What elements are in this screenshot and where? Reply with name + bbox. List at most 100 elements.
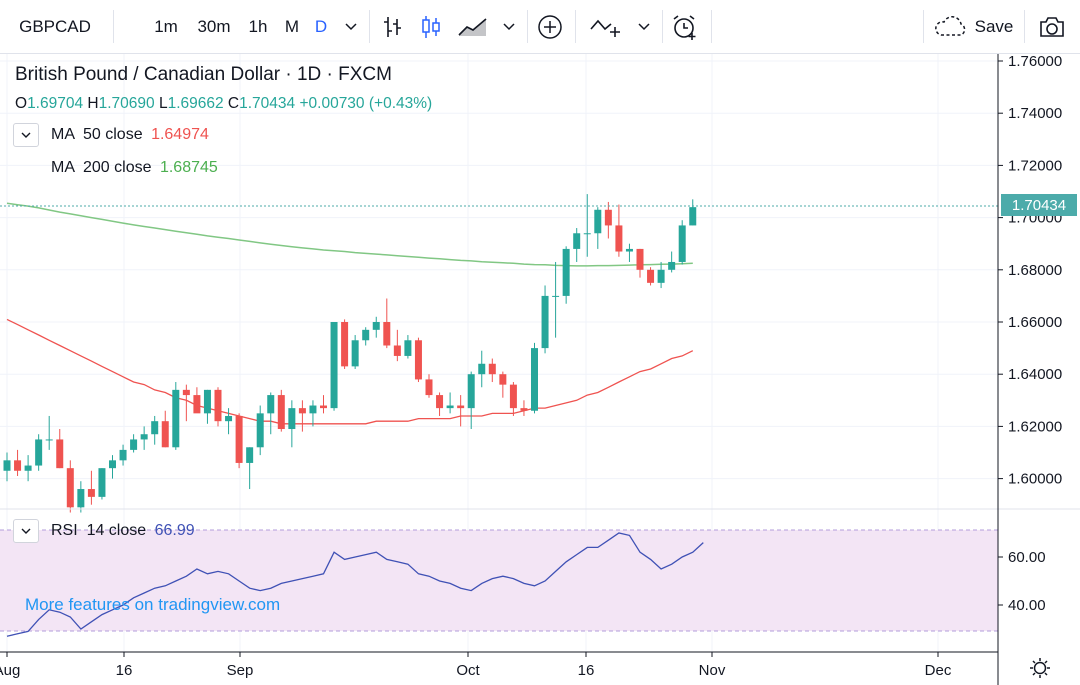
candle <box>436 392 444 416</box>
gear-icon[interactable] <box>1030 658 1050 678</box>
candle <box>488 358 496 383</box>
ma200-line <box>6 202 693 267</box>
alarm-icon[interactable] <box>667 0 703 53</box>
y-tick-label: 1.66000 <box>1008 314 1062 331</box>
save-button[interactable]: Save <box>930 0 1016 53</box>
chevron-down-icon[interactable] <box>339 0 363 53</box>
y-tick-label: 1.68000 <box>1008 262 1062 279</box>
candle <box>151 415 159 445</box>
ma50-value: 1.64974 <box>151 126 209 143</box>
candle <box>478 350 486 388</box>
candle <box>87 470 95 505</box>
candle-body <box>87 489 95 497</box>
candle <box>636 248 644 278</box>
candle <box>615 204 623 257</box>
toolbar-divider <box>527 10 528 43</box>
candle-body <box>66 468 74 508</box>
candle-body <box>520 408 528 411</box>
candle-body <box>246 447 254 463</box>
candle-body <box>235 415 243 463</box>
interval-30m[interactable]: 30m <box>197 16 231 36</box>
candles-icon[interactable] <box>415 0 447 53</box>
candle-body <box>457 405 465 409</box>
collapse-indicators-icon[interactable] <box>13 123 39 147</box>
indicator-icon[interactable] <box>586 0 626 53</box>
cloud-icon <box>934 15 965 36</box>
candle <box>119 444 127 466</box>
candle <box>246 447 254 490</box>
rsi-legend: RSI 14 close 66.99 <box>51 522 195 540</box>
close-value: 1.70434 <box>239 95 296 112</box>
interval-month[interactable]: M <box>284 16 300 36</box>
bars-icon[interactable] <box>377 0 409 53</box>
candle <box>604 201 612 239</box>
price-chart[interactable]: 1.760001.740001.720001.700001.680001.660… <box>0 54 1080 685</box>
plus-circle-icon[interactable] <box>534 0 566 53</box>
last-price-badge: 1.70434 <box>1001 194 1077 216</box>
candle <box>647 267 655 286</box>
candle <box>3 452 11 482</box>
candle-body <box>467 374 475 409</box>
rsi-y-tick-label: 60.00 <box>1008 549 1046 566</box>
candle-body <box>573 233 581 249</box>
candle-body <box>488 363 496 375</box>
y-tick-label: 1.74000 <box>1008 105 1062 122</box>
candle <box>689 199 697 226</box>
candle-body <box>161 421 169 448</box>
candle-body <box>24 465 32 471</box>
close-label: C <box>227 95 240 112</box>
candle-body <box>130 439 138 450</box>
candle-body <box>393 345 401 356</box>
candle <box>56 429 64 469</box>
candle <box>531 342 538 414</box>
candle <box>541 285 549 354</box>
y-tick-label: 1.60000 <box>1008 471 1062 488</box>
candle <box>214 387 222 427</box>
promo-link[interactable]: More features on tradingview.com <box>25 595 281 614</box>
symbol-search[interactable]: GBPCAD <box>19 16 91 36</box>
low-label: L <box>158 95 168 112</box>
candle <box>130 434 138 453</box>
candle-body <box>478 363 486 375</box>
ma200-value: 1.68745 <box>159 159 218 176</box>
candle <box>193 387 201 414</box>
chevron-down-icon[interactable] <box>632 0 656 53</box>
candle <box>499 371 507 398</box>
chevron-down-icon[interactable] <box>497 0 521 53</box>
candle <box>35 434 43 471</box>
candle <box>467 371 475 430</box>
y-tick-label: 1.76000 <box>1008 54 1062 70</box>
toolbar-divider <box>923 10 924 43</box>
interval-1h[interactable]: 1h <box>248 16 268 36</box>
top-toolbar: GBPCAD 1m 30m 1h M D Save <box>0 0 1080 54</box>
camera-icon[interactable] <box>1032 0 1072 53</box>
candle-body <box>256 413 264 448</box>
chart-title: British Pound / Canadian Dollar · 1D · F… <box>15 64 392 85</box>
candle <box>203 389 211 424</box>
candle <box>341 319 349 369</box>
candle <box>625 243 633 262</box>
candle-body <box>583 233 591 235</box>
candle-body <box>277 395 285 430</box>
candle <box>256 405 264 456</box>
interval-day[interactable]: D <box>314 16 328 36</box>
candle <box>182 384 190 422</box>
candle-body <box>119 449 127 461</box>
y-tick-label: 1.72000 <box>1008 157 1062 174</box>
candle-body <box>341 322 349 367</box>
candle <box>351 335 359 369</box>
candle <box>457 395 465 427</box>
area-icon[interactable] <box>455 0 491 53</box>
candle <box>77 481 85 513</box>
save-label: Save <box>974 16 1014 36</box>
x-tick-label: Sep <box>227 662 254 679</box>
candle-body <box>214 389 222 422</box>
candle-body <box>77 489 85 508</box>
candle-body <box>668 261 676 270</box>
toolbar-divider <box>1024 10 1025 43</box>
candle-body <box>689 207 697 226</box>
interval-1m[interactable]: 1m <box>154 16 178 36</box>
collapse-rsi-icon[interactable] <box>13 519 39 543</box>
open-label: O <box>15 95 28 112</box>
candle <box>14 449 22 476</box>
